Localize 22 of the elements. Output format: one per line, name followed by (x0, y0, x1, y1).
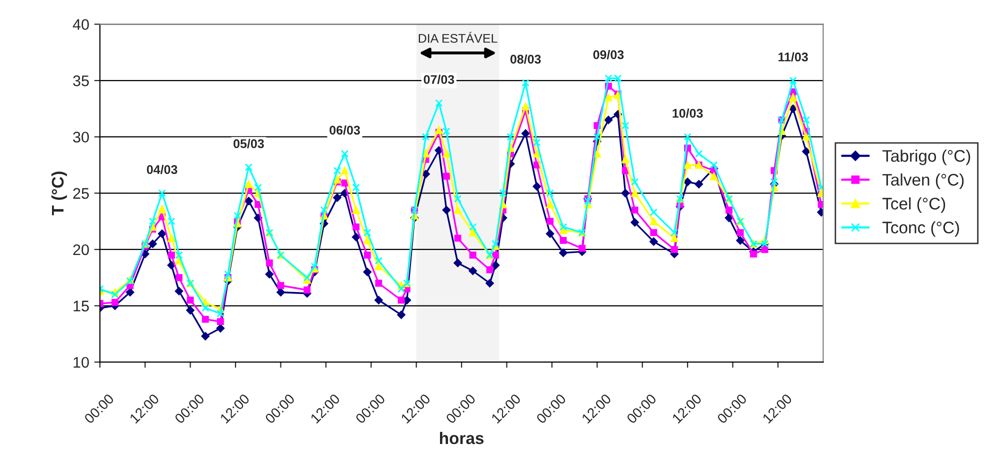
y-tick-label: 25 (73, 188, 89, 199)
y-tick-label: 10 (74, 356, 89, 368)
annotation: 04/03 (146, 164, 178, 174)
legend-label: Tconc (°C) (882, 221, 960, 237)
annotation: 09/03 (593, 50, 624, 60)
y-tick-label: 30 (73, 132, 89, 143)
band-label: DIA ESTÁVEL (418, 32, 498, 43)
y-tick-label: 15 (74, 300, 89, 312)
y-tick-label: 20 (73, 244, 89, 256)
annotation: 11/03 (778, 52, 808, 62)
annotation: 10/03 (672, 108, 703, 118)
annotation: 05/03 (234, 138, 264, 148)
x-axis-title: horas (440, 432, 484, 444)
y-tick-label: 35 (73, 75, 89, 86)
y-tick-label: 40 (72, 19, 89, 30)
legend-label: Talven (°C) (882, 173, 964, 189)
legend-label: Tabrigo (°C) (882, 150, 970, 166)
legend-label: Tcel (°C) (882, 197, 946, 213)
annotation: 08/03 (510, 54, 541, 64)
annotation: 06/03 (330, 125, 360, 135)
y-axis-title: T (°C) (51, 172, 67, 216)
annotation: 07/03 (424, 74, 454, 84)
